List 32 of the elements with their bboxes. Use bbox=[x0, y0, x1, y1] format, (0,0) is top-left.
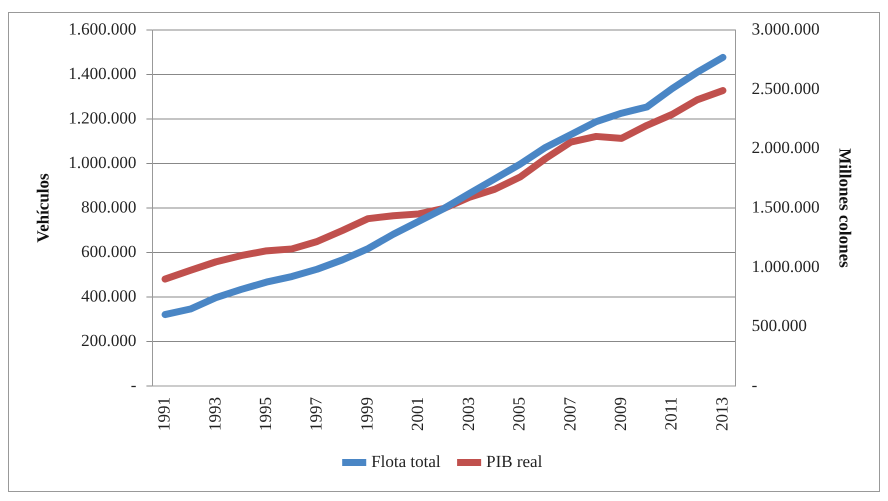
y-tick-label: 400.000 bbox=[81, 286, 136, 306]
x-tick-label: 1995 bbox=[256, 397, 275, 431]
x-tick-label: 1997 bbox=[306, 396, 326, 431]
x-tick-label: 1999 bbox=[357, 397, 376, 431]
y-tick-label: 1.000.000 bbox=[68, 152, 136, 172]
y2-tick-label: 1.000.000 bbox=[752, 256, 820, 276]
y2-tick-label: 2.000.000 bbox=[752, 138, 820, 158]
legend-label: Flota total bbox=[371, 452, 441, 471]
y-tick-label: 1.200.000 bbox=[68, 108, 136, 128]
y-tick-label: 1.600.000 bbox=[68, 19, 136, 38]
legend-label: PIB real bbox=[486, 452, 543, 471]
y2-tick-label: 3.000.000 bbox=[752, 19, 820, 38]
x-tick-label: 2009 bbox=[610, 397, 630, 431]
y-axis-title: Vehículos bbox=[34, 172, 53, 243]
y-tick-label: 800.000 bbox=[81, 197, 136, 216]
y-tick-label: - bbox=[130, 375, 137, 394]
x-tick-label: 2011 bbox=[662, 397, 681, 430]
y-tick-label: 600.000 bbox=[81, 242, 136, 261]
y-tick-label: 200.000 bbox=[81, 330, 136, 350]
x-tick-label: 2003 bbox=[458, 397, 478, 431]
y2-axis-title: Millones colones bbox=[835, 148, 854, 268]
x-tick-label: 2007 bbox=[560, 396, 580, 431]
x-tick-label: 1993 bbox=[205, 397, 224, 431]
y2-tick-label: 2.500.000 bbox=[752, 78, 820, 98]
y-tick-label: 1.400.000 bbox=[68, 64, 136, 83]
y2-tick-label: 1.500.000 bbox=[752, 197, 820, 216]
x-tick-label: 1991 bbox=[154, 397, 174, 431]
y2-tick-label: 500.000 bbox=[752, 316, 807, 336]
x-tick-label: 2005 bbox=[510, 397, 529, 431]
y2-tick-label: - bbox=[752, 375, 758, 394]
x-tick-label: 2001 bbox=[408, 397, 428, 431]
x-tick-label: 2013 bbox=[712, 397, 732, 431]
